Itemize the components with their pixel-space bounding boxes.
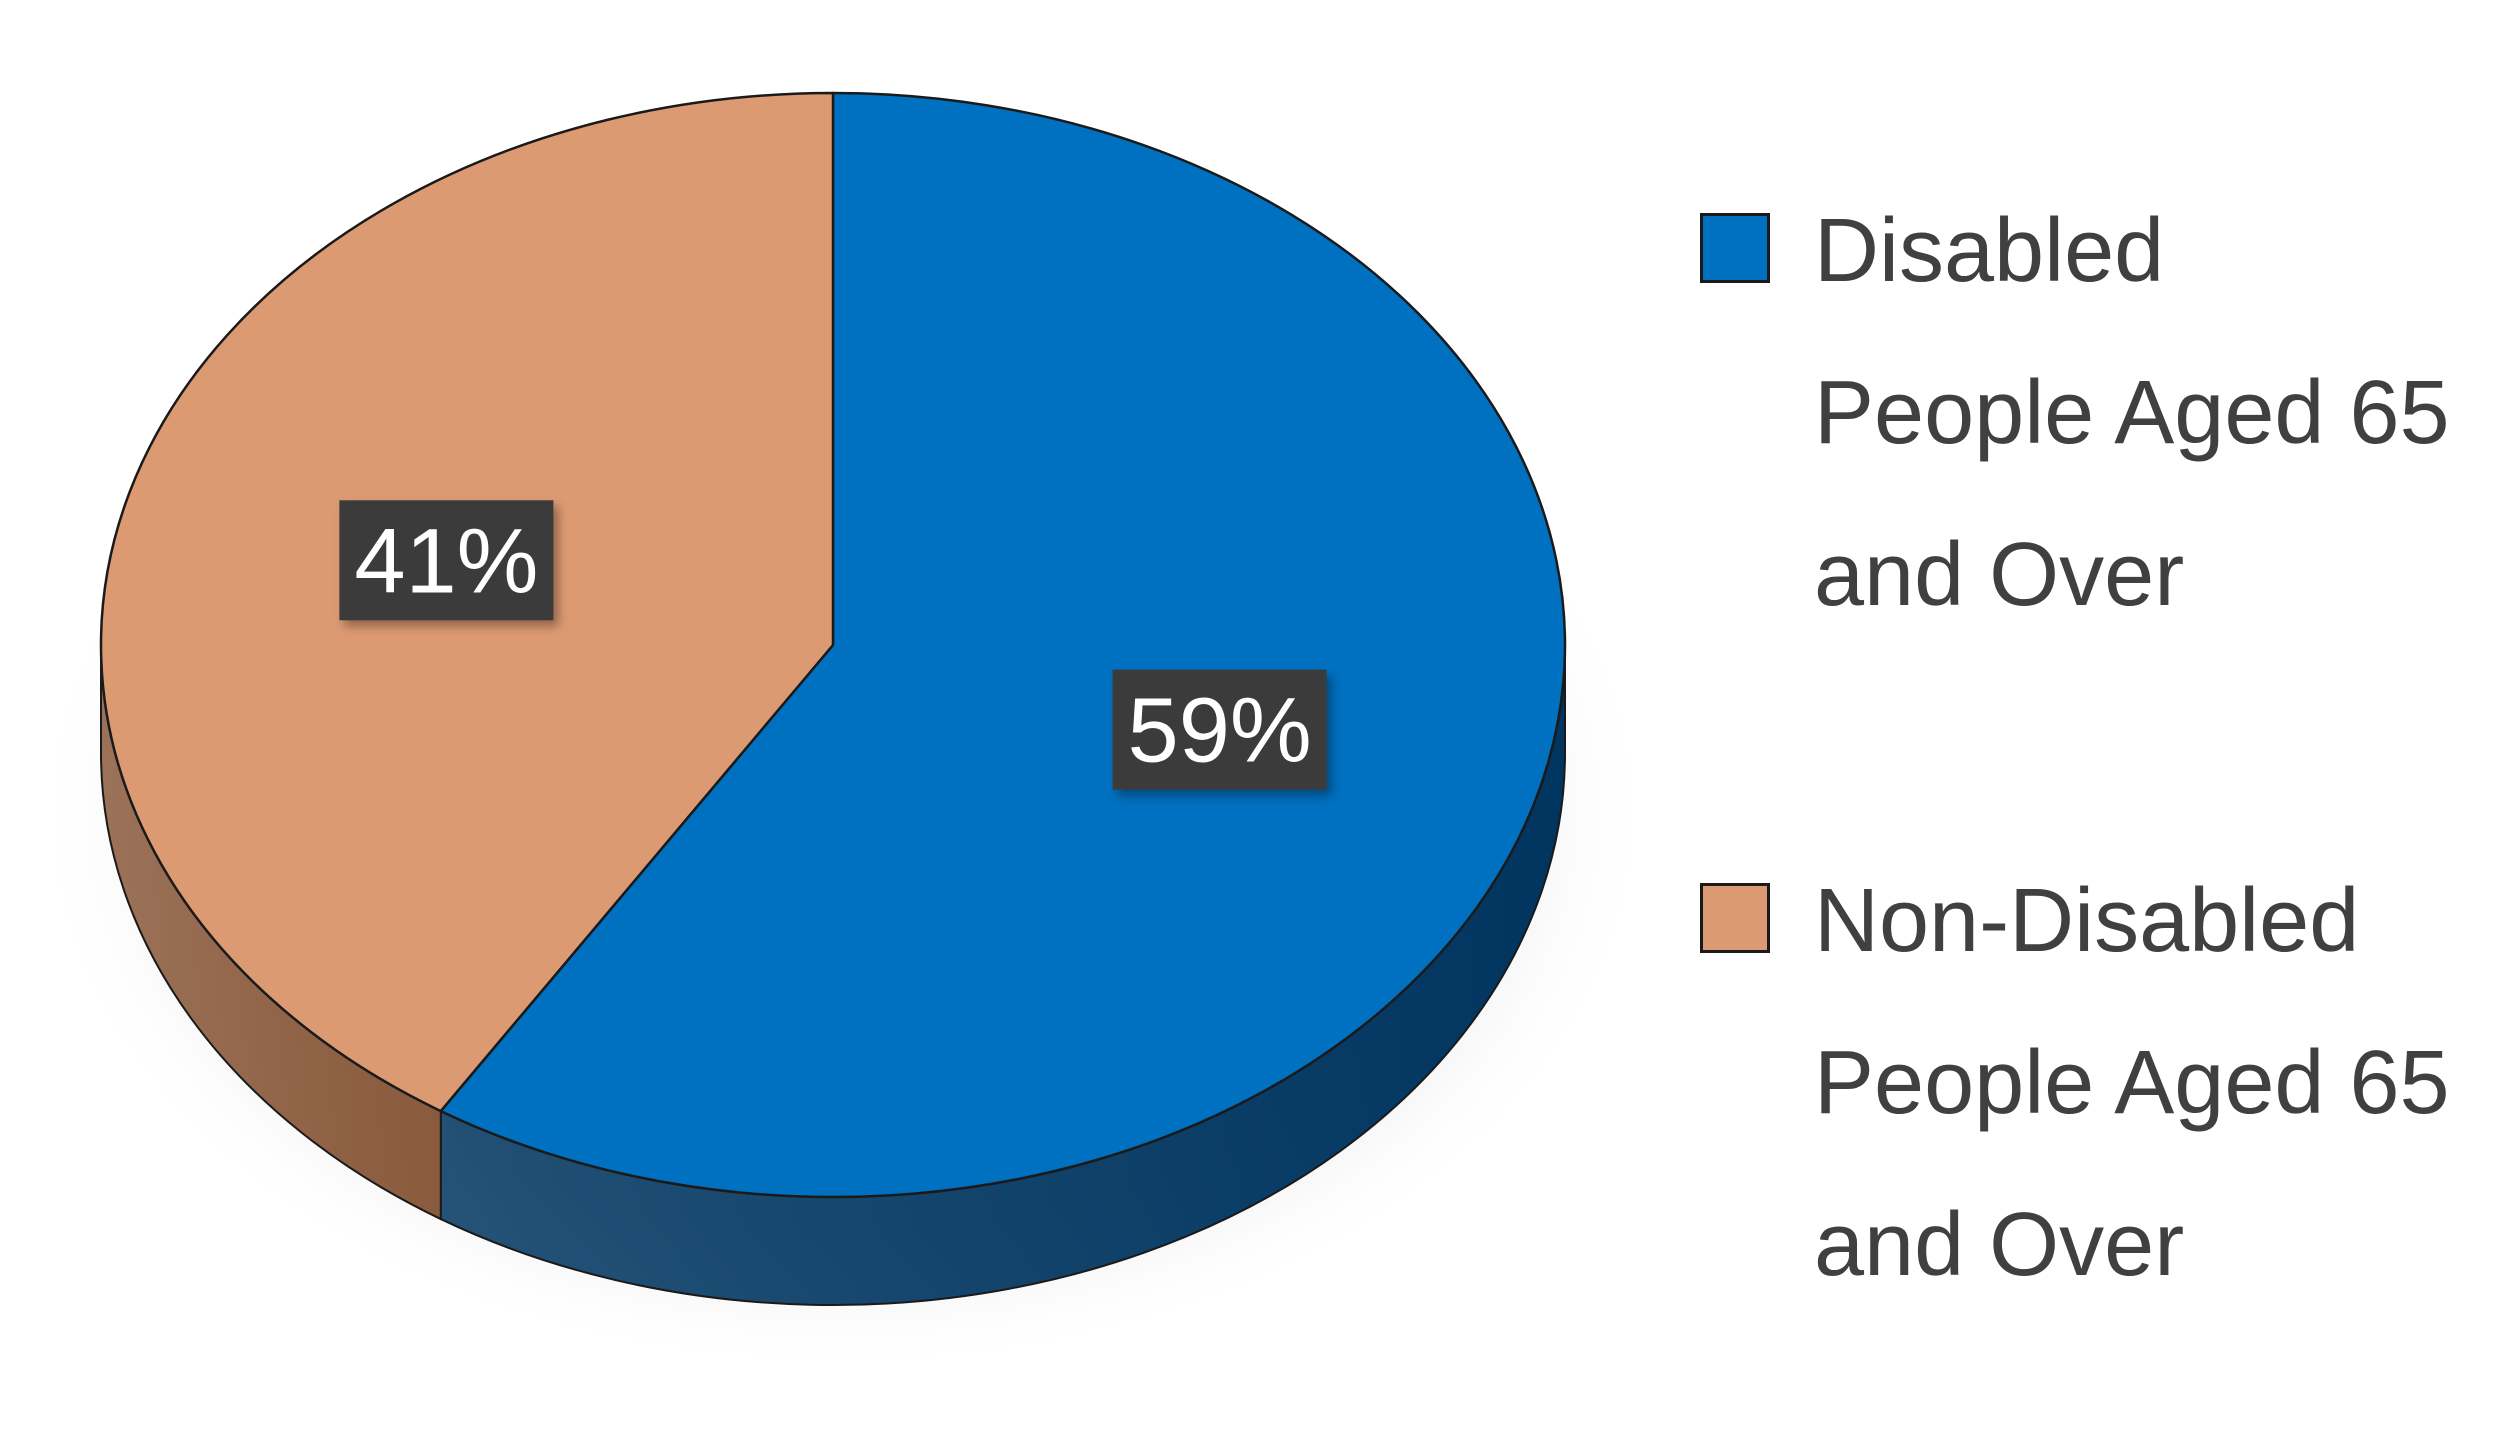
legend-swatch-non-disabled (1700, 883, 1770, 953)
data-label-text-1: 41% (354, 510, 538, 612)
legend-swatch-disabled (1700, 213, 1770, 283)
pie-chart: 59% 41% (31, 91, 1650, 1375)
data-label-0: 59% (1112, 669, 1327, 790)
pie-tops (99, 91, 1567, 1199)
pie-data-labels: 59% 41% (339, 500, 1327, 790)
legend-label-disabled: Disabled People Aged 65 and Over (1814, 201, 2450, 625)
data-label-1: 41% (339, 500, 554, 621)
data-label-text-0: 59% (1128, 680, 1312, 782)
legend-label-non-disabled: Non-Disabled People Aged 65 and Over (1814, 871, 2450, 1295)
data-label-box-0 (1112, 669, 1327, 790)
data-label-box-1 (339, 500, 554, 621)
pie-slice-0 (439, 91, 1567, 1199)
